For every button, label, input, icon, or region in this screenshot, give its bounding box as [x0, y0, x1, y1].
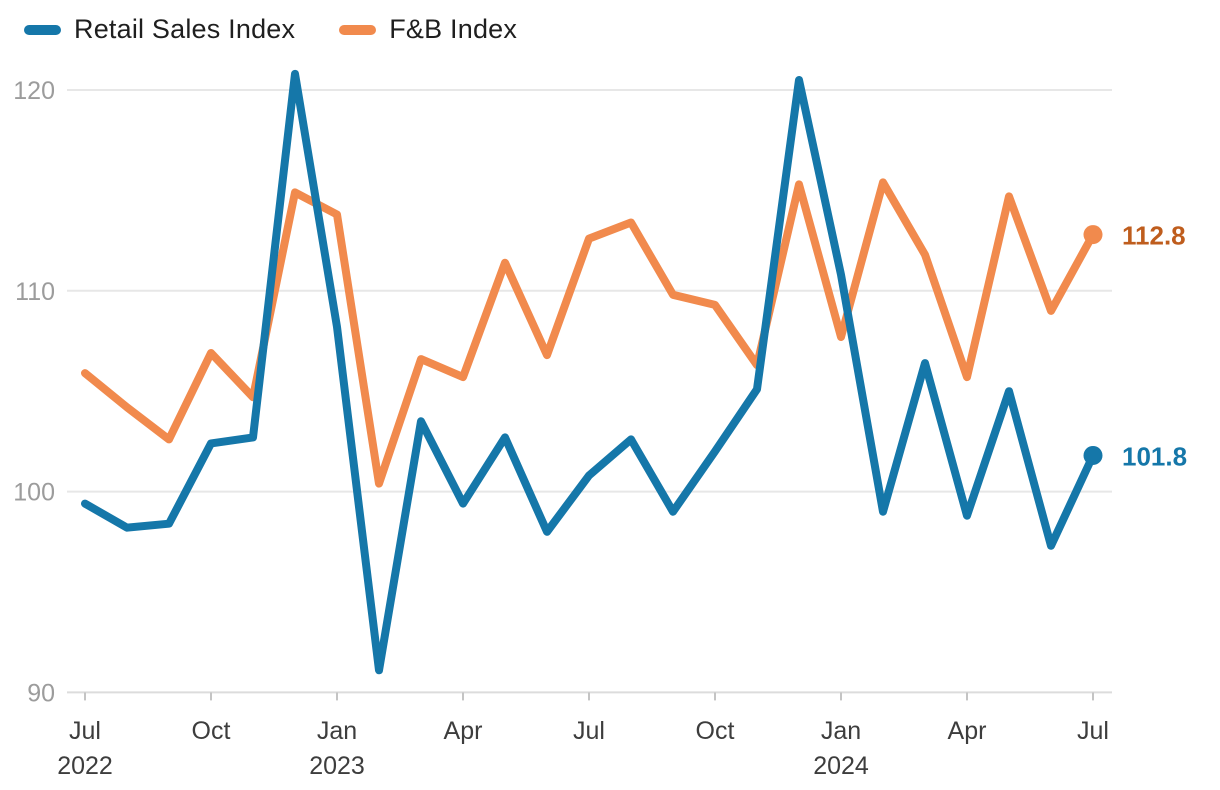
x-tick-label: Jan: [317, 717, 357, 745]
x-tick-label: Oct: [192, 717, 231, 745]
x-tick-label: Apr: [444, 717, 483, 745]
y-tick-label: 120: [13, 77, 55, 105]
x-tick-label: Jul: [69, 717, 101, 745]
legend-item-fnb-index: F&B Index: [339, 14, 517, 45]
y-tick-label: 110: [15, 278, 55, 306]
y-tick-label: 90: [27, 679, 55, 707]
fnb-line-swatch-icon: [339, 24, 377, 35]
legend-label: F&B Index: [389, 14, 518, 44]
x-tick-label: Jul: [1077, 717, 1109, 745]
chart-legend: Retail Sales Index F&B Index: [24, 14, 517, 45]
legend-label: Retail Sales Index: [74, 14, 296, 44]
x-tick-label: Jul: [573, 717, 605, 745]
series-end-dot: [1083, 225, 1103, 245]
retail-sales-line-swatch-icon: [24, 24, 61, 35]
legend-item-retail-sales-index: Retail Sales Index: [24, 14, 295, 45]
x-tick-year-label: 2024: [813, 752, 869, 780]
series-end-value-label: 101.8: [1122, 441, 1187, 471]
series-end-value-label: 112.8: [1122, 221, 1186, 251]
x-tick-year-label: 2022: [57, 752, 113, 780]
x-tick-label: Apr: [948, 717, 987, 745]
series-end-dot: [1083, 445, 1103, 465]
series-line-f-b-index: [81, 178, 1097, 488]
series-line-retail-sales-index: [81, 69, 1097, 675]
x-tick-label: Jan: [821, 717, 861, 745]
x-tick-label: Oct: [696, 717, 735, 745]
x-tick-year-label: 2023: [309, 752, 365, 780]
y-tick-label: 100: [13, 479, 55, 507]
